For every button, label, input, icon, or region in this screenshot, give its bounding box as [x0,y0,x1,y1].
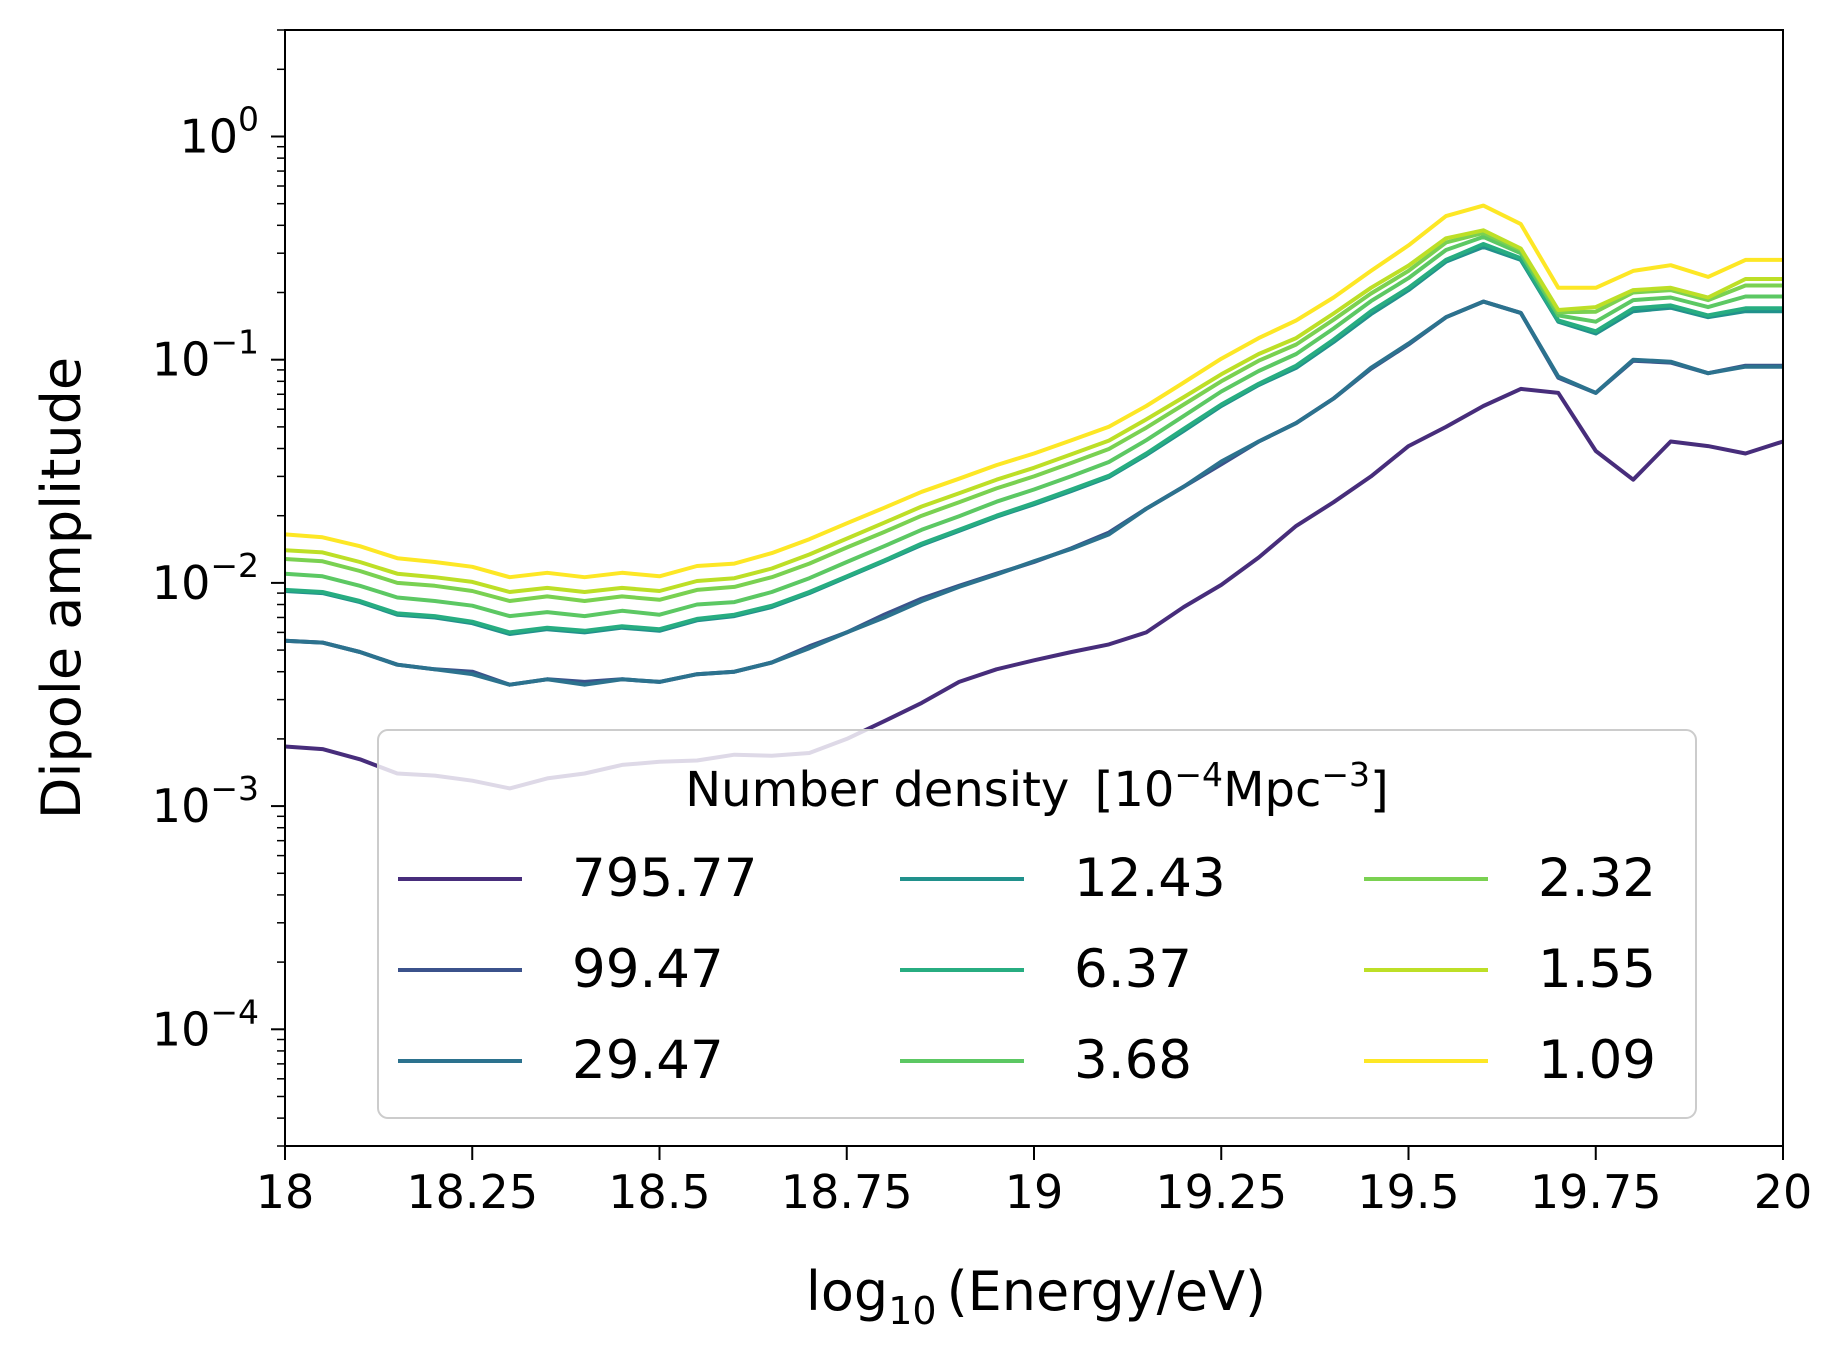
series-lines [284,203,1784,791]
series-line-2 [284,299,1783,687]
x-tick-label-7: 19.75 [1530,1165,1662,1219]
y-tick-label-3: 10−3 [152,769,259,833]
legend-label-2: 29.47 [572,1030,724,1091]
x-tick-label-1: 18.25 [406,1165,538,1219]
y-tick-label-1: 10−1 [152,323,259,387]
legend-label-3: 12.43 [1074,848,1226,909]
legend-box [377,729,1697,1119]
axis-ticks: 18 18.25 18.5 18.75 19 19.25 19.5 19.75 20 100 10−… [152,29,1813,1219]
x-tick-label-0: 18 [256,1165,315,1219]
legend-label-4: 6.37 [1074,939,1192,1000]
legend-label-6: 2.32 [1538,848,1656,909]
x-tick-label-6: 19.5 [1357,1165,1459,1219]
y-axis-label: Dipole amplitude [30,357,93,819]
y-tick-label-2: 10−2 [152,546,259,610]
x-tick-label-8: 20 [1754,1165,1813,1219]
legend-entries: 795.77 99.47 29.47 12.43 6.37 3.68 2.32 1.55 1.0… [398,848,1656,1091]
series-line-8 [284,203,1783,580]
legend-label-5: 3.68 [1074,1030,1192,1091]
x-tick-label-3: 18.75 [781,1165,913,1219]
y-tick-label-0: 100 [179,99,259,163]
x-axis-label: log10 (Energy/eV) [806,1260,1266,1333]
plot-frame [284,29,1784,1147]
legend-label-7: 1.55 [1538,939,1656,1000]
series-line-7 [284,228,1783,594]
legend-title: Number density [10−4Mpc−3] [685,755,1388,818]
legend: Number density [10−4Mpc−3] 795.77 99.47 29… [377,729,1697,1119]
legend-label-1: 99.47 [572,939,724,1000]
x-tick-label-2: 18.5 [608,1165,710,1219]
legend-label-0: 795.77 [572,848,757,909]
x-tick-label-5: 19.25 [1155,1165,1287,1219]
legend-label-8: 1.09 [1538,1030,1656,1091]
y-tick-label-4: 10−4 [152,992,259,1056]
x-tick-label-4: 19 [1005,1165,1064,1219]
series-line-4 [284,242,1783,635]
